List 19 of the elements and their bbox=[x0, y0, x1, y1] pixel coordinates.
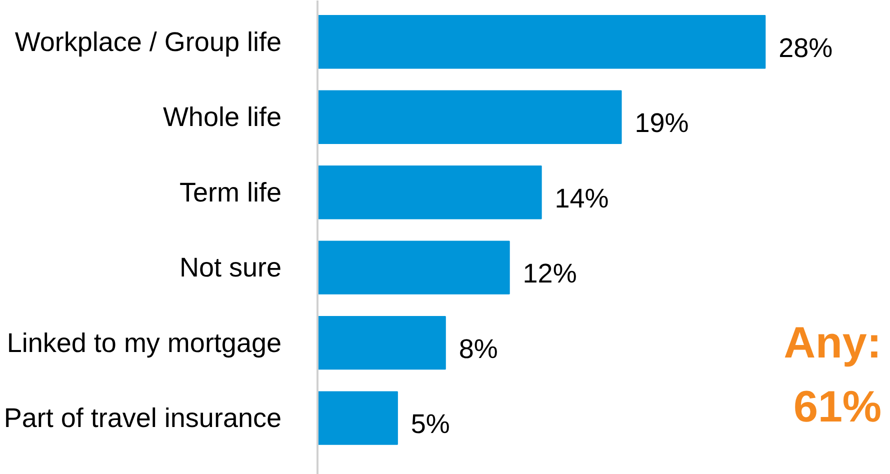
y-tick-label: Whole life bbox=[162, 102, 282, 132]
data-label: 8% bbox=[458, 334, 498, 364]
y-tick-label: Term life bbox=[179, 177, 282, 208]
bar bbox=[318, 316, 446, 370]
bar bbox=[318, 90, 622, 144]
data-label: 14% bbox=[554, 183, 609, 214]
y-tick-label: Linked to my mortgage bbox=[6, 328, 282, 358]
data-label: 12% bbox=[522, 258, 577, 289]
bar bbox=[318, 240, 510, 294]
y-tick-label: Workplace / Group life bbox=[14, 26, 282, 57]
data-label: 28% bbox=[778, 32, 833, 63]
data-label: 5% bbox=[410, 409, 450, 440]
text: Any: 61% bbox=[784, 318, 882, 432]
data-label: 19% bbox=[634, 108, 689, 138]
bar bbox=[318, 15, 766, 69]
y-tick-label: Part of travel insurance bbox=[4, 403, 282, 434]
bar bbox=[318, 166, 542, 220]
bar bbox=[318, 391, 398, 445]
y-tick-label: Not sure bbox=[179, 252, 282, 283]
